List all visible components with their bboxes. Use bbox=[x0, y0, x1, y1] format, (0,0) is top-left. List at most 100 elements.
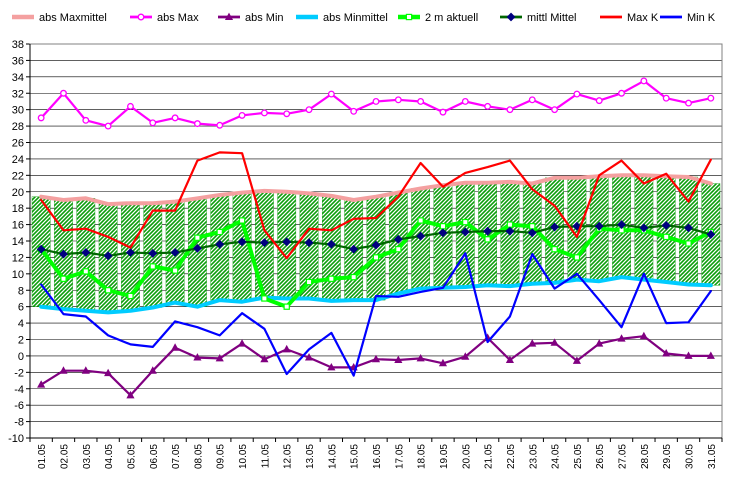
data-point-2-m-aktuell bbox=[283, 303, 290, 310]
data-point-abs-min bbox=[193, 353, 202, 361]
data-point-abs-max bbox=[573, 90, 581, 98]
data-point-mittl-mittel bbox=[36, 244, 46, 254]
data-point-2-m-aktuell bbox=[127, 292, 134, 300]
data-point-mittl-mittel bbox=[81, 248, 91, 257]
data-point-mittl-mittel bbox=[684, 223, 693, 233]
data-point-mittl-mittel bbox=[59, 249, 68, 259]
x-tick-label: 16.05 bbox=[372, 444, 383, 469]
data-point-mittl-mittel bbox=[192, 243, 202, 253]
data-point-abs-max bbox=[662, 94, 670, 102]
x-tick-label: 20.05 bbox=[461, 444, 472, 469]
data-point-mittl-mittel bbox=[349, 244, 359, 254]
data-point-abs-max bbox=[350, 107, 358, 115]
y-tick-label: 30 bbox=[12, 105, 24, 117]
data-point-abs-min bbox=[126, 390, 135, 399]
series-line-abs-minmittel bbox=[39, 275, 713, 315]
data-point-abs-max bbox=[685, 99, 692, 107]
series-line-min-k bbox=[40, 252, 712, 377]
data-point-mittl-mittel bbox=[237, 237, 247, 247]
data-point-abs-min bbox=[617, 334, 626, 342]
data-point-abs-max bbox=[394, 96, 402, 104]
data-point-mittl-mittel bbox=[215, 239, 225, 249]
y-tick-label: 2 bbox=[18, 335, 24, 347]
y-tick-label: 10 bbox=[12, 269, 24, 281]
x-tick-label: 01.05 bbox=[37, 444, 48, 469]
data-point-abs-min bbox=[706, 351, 715, 359]
y-tick-label: 28 bbox=[12, 121, 24, 133]
data-point-mittl-mittel bbox=[103, 251, 113, 261]
data-point-abs-min bbox=[237, 339, 247, 347]
x-tick-label: 09.05 bbox=[216, 444, 227, 469]
legend-entry-abs-minmittel: abs Minmittel bbox=[296, 12, 388, 24]
data-point-abs-max bbox=[37, 114, 45, 122]
y-tick-label: 18 bbox=[12, 203, 24, 215]
data-point-abs-max bbox=[127, 102, 134, 110]
data-point-abs-min bbox=[394, 355, 403, 364]
x-tick-label: 13.05 bbox=[305, 444, 316, 469]
y-tick-label: 32 bbox=[12, 88, 24, 100]
x-tick-label: 08.05 bbox=[193, 444, 204, 469]
x-tick-label: 28.05 bbox=[640, 444, 651, 469]
data-point-abs-min bbox=[371, 354, 381, 363]
data-point-abs-min bbox=[662, 349, 671, 357]
y-tick-label: 0 bbox=[18, 351, 24, 363]
x-tick-label: 24.05 bbox=[551, 444, 562, 469]
data-point-abs-max bbox=[283, 110, 291, 118]
data-point-abs-min bbox=[416, 353, 425, 362]
x-tick-label: 04.05 bbox=[104, 444, 115, 469]
x-tick-label: 23.05 bbox=[528, 444, 539, 469]
data-point-abs-min bbox=[104, 368, 113, 377]
data-point-mittl-mittel bbox=[639, 223, 649, 233]
x-tick-label: 11.05 bbox=[260, 444, 271, 469]
data-point-abs-max bbox=[618, 89, 625, 97]
legend: abs Maxmittel abs Max abs Min abs Minmittel… bbox=[0, 2, 740, 32]
legend-entry-abs-min: abs Min bbox=[218, 12, 284, 24]
x-tick-label: 05.05 bbox=[126, 444, 137, 469]
data-point-abs-min bbox=[171, 343, 180, 351]
data-point-abs-max bbox=[551, 106, 559, 114]
data-point-2-m-aktuell bbox=[328, 275, 335, 282]
legend-label: abs Maxmittel bbox=[39, 12, 107, 24]
legend-marker bbox=[224, 12, 234, 21]
data-point-abs-min bbox=[684, 351, 693, 359]
data-point-2-m-aktuell bbox=[551, 246, 558, 253]
data-point-abs-min bbox=[327, 362, 336, 371]
x-tick-label: 31.05 bbox=[707, 444, 718, 469]
data-point-2-m-aktuell bbox=[462, 218, 469, 226]
data-point-abs-min bbox=[304, 353, 314, 361]
legend-marker bbox=[506, 12, 516, 22]
data-point-abs-min bbox=[461, 352, 470, 360]
x-tick-label: 19.05 bbox=[439, 444, 450, 469]
y-tick-label: 38 bbox=[12, 39, 24, 51]
data-point-2-m-aktuell bbox=[194, 234, 201, 241]
legend-entry-mittl-mittel: mittl Mittel bbox=[500, 12, 577, 24]
data-point-mittl-mittel bbox=[706, 230, 716, 239]
y-tick-label: 20 bbox=[12, 187, 24, 199]
data-point-mittl-mittel bbox=[438, 228, 448, 238]
data-point-2-m-aktuell bbox=[60, 275, 67, 282]
legend-entry-min-k: Min K bbox=[660, 12, 716, 24]
y-tick-label: -8 bbox=[14, 417, 24, 429]
data-point-2-m-aktuell bbox=[305, 278, 313, 286]
y-tick-label: -6 bbox=[14, 400, 24, 412]
series-max-k bbox=[40, 151, 712, 260]
data-point-abs-min bbox=[550, 338, 559, 346]
legend-entry-abs-maxmittel: abs Maxmittel bbox=[12, 12, 107, 24]
legend-label: Min K bbox=[687, 12, 716, 24]
x-tick-label: 18.05 bbox=[417, 444, 428, 469]
data-point-2-m-aktuell bbox=[238, 217, 246, 224]
data-point-abs-max bbox=[193, 120, 201, 128]
legend-entry-2-m-aktuell: 2 m aktuell bbox=[398, 12, 478, 24]
data-point-mittl-mittel bbox=[282, 237, 292, 247]
data-point-abs-min bbox=[595, 339, 604, 347]
data-point-mittl-mittel bbox=[126, 248, 135, 257]
data-point-abs-min bbox=[260, 354, 269, 363]
y-tick-label: 26 bbox=[12, 138, 24, 150]
y-tick-label: 6 bbox=[18, 302, 24, 314]
data-point-2-m-aktuell bbox=[104, 287, 112, 294]
x-tick-label: 25.05 bbox=[573, 444, 584, 469]
x-tick-label: 02.05 bbox=[59, 444, 70, 469]
data-point-2-m-aktuell bbox=[439, 223, 447, 230]
